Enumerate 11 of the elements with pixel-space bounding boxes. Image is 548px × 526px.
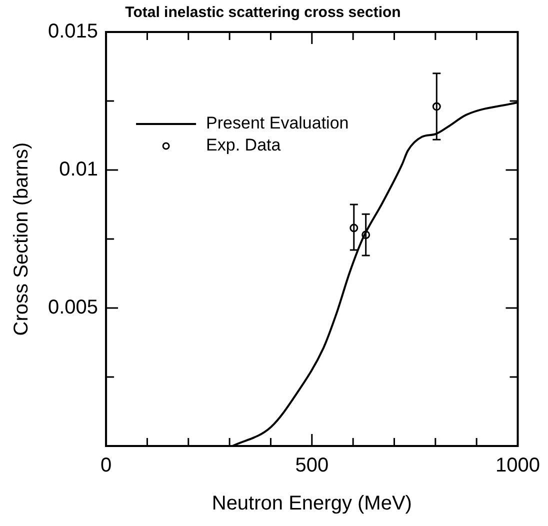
y-tick-label: 0.01 [59,158,98,181]
x-tick-label: 0 [100,454,112,477]
legend-label: Present Evaluation [206,114,349,133]
chart-title: Total inelastic scattering cross section [125,4,401,22]
y-tick-label: 0.005 [48,296,98,319]
x-tick-label: 500 [295,454,329,477]
x-tick-label: 1000 [496,454,540,477]
x-axis-title: Neutron Energy (MeV) [212,492,412,515]
y-axis-title: Cross Section (barns) [10,142,33,336]
y-tick-label: 0.015 [48,20,98,43]
legend-label: Exp. Data [206,136,282,155]
